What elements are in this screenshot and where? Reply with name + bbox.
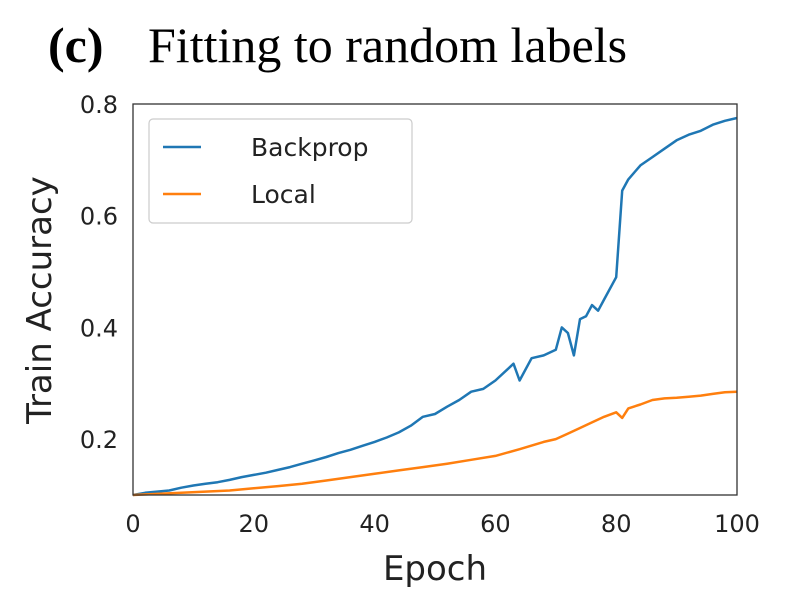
x-tick-label: 100 [714, 510, 760, 538]
x-axis-ticks: 0 20 40 60 80 100 [125, 510, 760, 538]
legend-label-backprop: Backprop [251, 133, 368, 162]
x-tick-label: 60 [480, 510, 511, 538]
x-tick-label: 80 [601, 510, 632, 538]
y-tick-label: 0.2 [80, 426, 118, 454]
panel-tag: (c) [48, 17, 104, 73]
legend: Backprop Local [148, 118, 413, 224]
x-tick-label: 40 [359, 510, 390, 538]
y-tick-label: 0.6 [80, 203, 118, 231]
title-text: Fitting to random labels [148, 17, 627, 73]
plot-area [132, 116, 738, 497]
chart-title: (c) Fitting to random labels [48, 17, 627, 73]
series-line-local [132, 390, 738, 497]
x-tick-label: 20 [239, 510, 270, 538]
legend-box [148, 118, 413, 224]
plot-frame [132, 103, 738, 496]
y-axis-label: Train Accuracy [20, 176, 60, 425]
x-axis-label: Epoch [383, 549, 487, 589]
series-line-backprop [132, 116, 738, 497]
y-tick-label: 0.4 [80, 314, 118, 342]
legend-label-local: Local [251, 180, 316, 209]
y-axis-ticks: 0.2 0.4 0.6 0.8 [80, 91, 118, 454]
x-tick-label: 0 [125, 510, 140, 538]
y-tick-label: 0.8 [80, 91, 118, 119]
